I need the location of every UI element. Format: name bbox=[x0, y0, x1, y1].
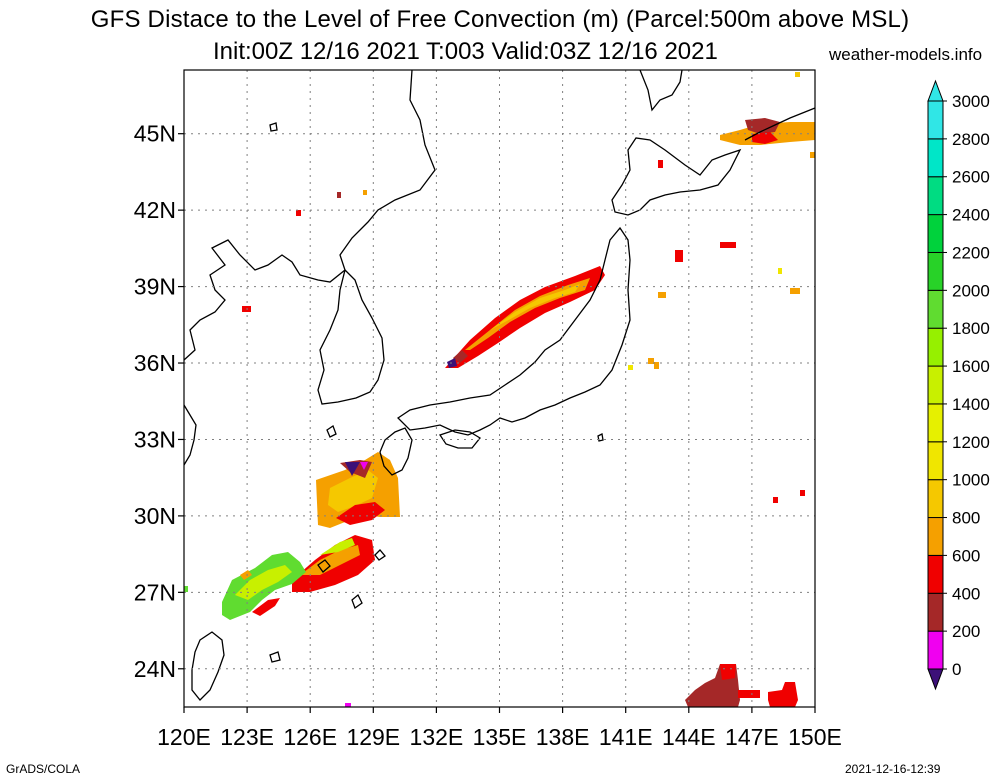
lon-tick-label: 150E bbox=[788, 724, 842, 750]
lon-tick-label: 126E bbox=[283, 724, 337, 750]
lat-tick-label: 39N bbox=[134, 274, 176, 300]
colorbar-label: 1400 bbox=[952, 395, 990, 414]
lon-tick-label: 120E bbox=[157, 724, 211, 750]
lat-tick-label: 36N bbox=[134, 350, 176, 376]
lon-tick-label: 138E bbox=[536, 724, 590, 750]
lon-tick-label: 144E bbox=[662, 724, 716, 750]
colorbar-segment bbox=[927, 592, 944, 632]
colorbar-segment bbox=[927, 479, 944, 519]
colorbar: 0 200 400 600 800 1000 1200 1400 1600 1800 2000 220… bbox=[927, 79, 990, 691]
colorbar-segment bbox=[927, 176, 944, 216]
colorbar-label: 1000 bbox=[952, 471, 990, 490]
colorbar-segment bbox=[927, 100, 944, 140]
lon-tick-label: 129E bbox=[346, 724, 400, 750]
lat-tick-label: 24N bbox=[134, 656, 176, 682]
colorbar-label: 600 bbox=[952, 546, 980, 565]
lat-tick-label: 42N bbox=[134, 197, 176, 223]
lfc-shading bbox=[184, 72, 815, 707]
lon-tick-label: 132E bbox=[410, 724, 464, 750]
gridlines bbox=[184, 70, 815, 707]
colorbar-segment bbox=[927, 441, 944, 481]
lon-tick-label: 141E bbox=[599, 724, 653, 750]
colorbar-segment bbox=[927, 289, 944, 329]
colorbar-label: 3000 bbox=[952, 92, 990, 111]
lat-tick-label: 45N bbox=[134, 121, 176, 147]
colorbar-label: 800 bbox=[952, 509, 980, 528]
colorbar-label: 2800 bbox=[952, 130, 990, 149]
chart-subtitle: Init:00Z 12/16 2021 T:003 Valid:03Z 12/1… bbox=[213, 38, 718, 65]
colorbar-segment bbox=[927, 251, 944, 291]
colorbar-label: 1200 bbox=[952, 433, 990, 452]
colorbar-label: 2400 bbox=[952, 206, 990, 225]
lon-tick-label: 147E bbox=[725, 724, 779, 750]
colorbar-label: 200 bbox=[952, 622, 980, 641]
colorbar-segment bbox=[927, 554, 944, 594]
colorbar-segment bbox=[927, 327, 944, 367]
colorbar-label: 400 bbox=[952, 584, 980, 603]
lon-tick-label: 135E bbox=[473, 724, 527, 750]
colorbar-label: 0 bbox=[952, 660, 961, 679]
grads-credit: GrADS/COLA bbox=[6, 762, 81, 776]
colorbar-segment bbox=[927, 365, 944, 405]
lon-tick-label: 123E bbox=[220, 724, 274, 750]
colorbar-label: 2000 bbox=[952, 281, 990, 300]
lat-tick-label: 33N bbox=[134, 426, 176, 452]
colorbar-label: 1800 bbox=[952, 319, 990, 338]
lat-tick-label: 27N bbox=[134, 579, 176, 605]
colorbar-segment bbox=[927, 630, 944, 670]
latitude-axis: 24N 27N 30N 33N 36N 39N 42N 45N bbox=[134, 121, 184, 682]
timestamp: 2021-12-16-12:39 bbox=[845, 762, 941, 776]
colorbar-low-arrow bbox=[927, 668, 944, 691]
longitude-axis: 120E 123E 126E 129E 132E 135E 138E 141E 144E 147E… bbox=[157, 707, 842, 750]
lat-tick-label: 30N bbox=[134, 503, 176, 529]
colorbar-segment bbox=[927, 214, 944, 253]
colorbar-segment bbox=[927, 517, 944, 556]
colorbar-segment bbox=[927, 138, 944, 178]
colorbar-segment bbox=[927, 403, 944, 443]
colorbar-high-arrow bbox=[927, 79, 944, 102]
coastlines bbox=[183, 69, 816, 701]
colorbar-label: 1600 bbox=[952, 357, 990, 376]
chart-title: GFS Distace to the Level of Free Convect… bbox=[90, 6, 910, 33]
colorbar-label: 2200 bbox=[952, 243, 990, 262]
site-credit: weather-models.info bbox=[829, 45, 983, 64]
colorbar-label: 2600 bbox=[952, 168, 990, 187]
